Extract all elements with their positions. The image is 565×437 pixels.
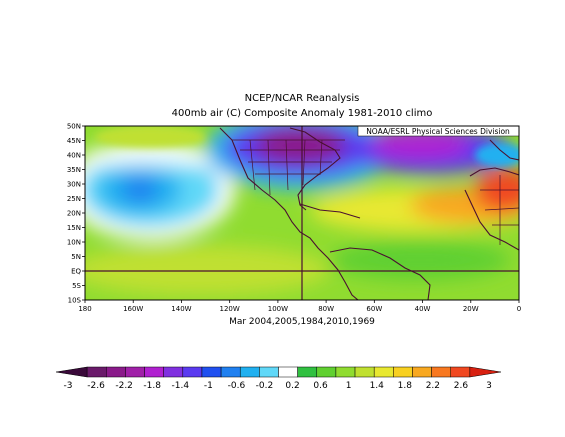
colorbar-swatch [431,366,451,378]
colorbar-swatch [144,366,164,378]
colorbar-swatch [450,366,471,378]
colorbar-label: -0.6 [228,381,246,391]
colorbar-label: 1.8 [398,381,413,391]
colorbar-swatch [316,366,337,378]
colorbar-swatch [86,366,107,378]
lon-tick-label: 20W [463,305,479,313]
latitude-axis: 50N 45N 40N 35N 30N 25N 20N 15N 10N 5N EQ 5S 10S [67,123,85,305]
lat-tick-label: 10S [68,297,82,305]
title-line-1: NCEP/NCAR Reanalysis [245,93,360,104]
lat-tick-label: 35N [67,166,81,174]
colorbar-label: -1.8 [143,381,161,391]
lat-tick-label: 30N [67,181,81,189]
colorbar-swatch [106,366,126,378]
lon-tick-label: 60W [366,305,382,313]
colorbar-label: 2.2 [426,381,440,391]
lon-tick-label: 120W [220,305,240,313]
colorbar-swatch [297,366,318,378]
colorbar-swatch [278,366,298,378]
colorbar-label: 0.2 [285,381,299,391]
colorbar [55,366,502,378]
colorbar-label: -1.4 [171,381,189,391]
lon-tick-label: 160W [123,305,143,313]
lat-tick-label: 40N [67,152,81,160]
colorbar-label: 1 [346,381,352,391]
colorbar-swatch [335,366,356,378]
lon-tick-label: 140W [171,305,191,313]
watermark-text: NOAA/ESRL Physical Sciences Division [366,127,510,136]
lon-tick-label: 80W [318,305,334,313]
colorbar-label: 2.6 [454,381,469,391]
colorbar-swatch [239,366,260,378]
colorbar-label: -1 [204,381,213,391]
lon-tick-label: 180 [78,305,91,313]
colorbar-label: -0.2 [256,381,274,391]
lon-tick-label: 40W [415,305,431,313]
lat-tick-label: EQ [71,268,81,276]
lat-tick-label: 50N [67,123,81,131]
colorbar-swatch [412,366,432,378]
colorbar-swatch [125,366,145,378]
coastlines [219,127,519,300]
colorbar-label: -2.6 [87,381,105,391]
colorbar-swatch [469,366,502,378]
colorbar-label: 3 [486,381,492,391]
colorbar-swatch [259,366,279,378]
lat-tick-label: 5S [72,282,81,290]
colorbar-swatch [220,366,241,378]
colorbar-labels: -3 -2.6 -2.2 -1.8 -1.4 -1 -0.6 -0.2 0.2 0.6 1 1.4 1.… [64,381,492,391]
lat-tick-label: 10N [67,239,81,247]
colorbar-label: -2.2 [115,381,133,391]
colorbar-swatch [182,366,203,378]
lat-tick-label: 5N [71,253,81,261]
borders [232,139,519,245]
colorbar-label: 1.4 [370,381,385,391]
colorbar-swatch [55,366,88,378]
title-line-2: 400mb air (C) Composite Anomaly 1981-201… [172,108,433,119]
colorbar-label: -3 [64,381,73,391]
lat-tick-label: 20N [67,210,81,218]
lon-tick-label: 0 [517,305,521,313]
colorbar-swatch [354,366,375,378]
colorbar-label: 0.6 [313,381,328,391]
longitude-axis: 180 160W 140W 120W 100W 80W 60W 40W 20W 0 [78,300,521,313]
lat-tick-label: 25N [67,195,81,203]
colorbar-swatch [393,366,413,378]
colorbar-swatch [201,366,222,378]
lat-tick-label: 15N [67,224,81,232]
lat-tick-label: 45N [67,137,81,145]
lon-tick-label: 100W [268,305,288,313]
map-subtitle: Mar 2004,2005,1984,2010,1969 [229,317,375,327]
colorbar-swatch [373,366,394,378]
colorbar-swatch [163,366,184,378]
